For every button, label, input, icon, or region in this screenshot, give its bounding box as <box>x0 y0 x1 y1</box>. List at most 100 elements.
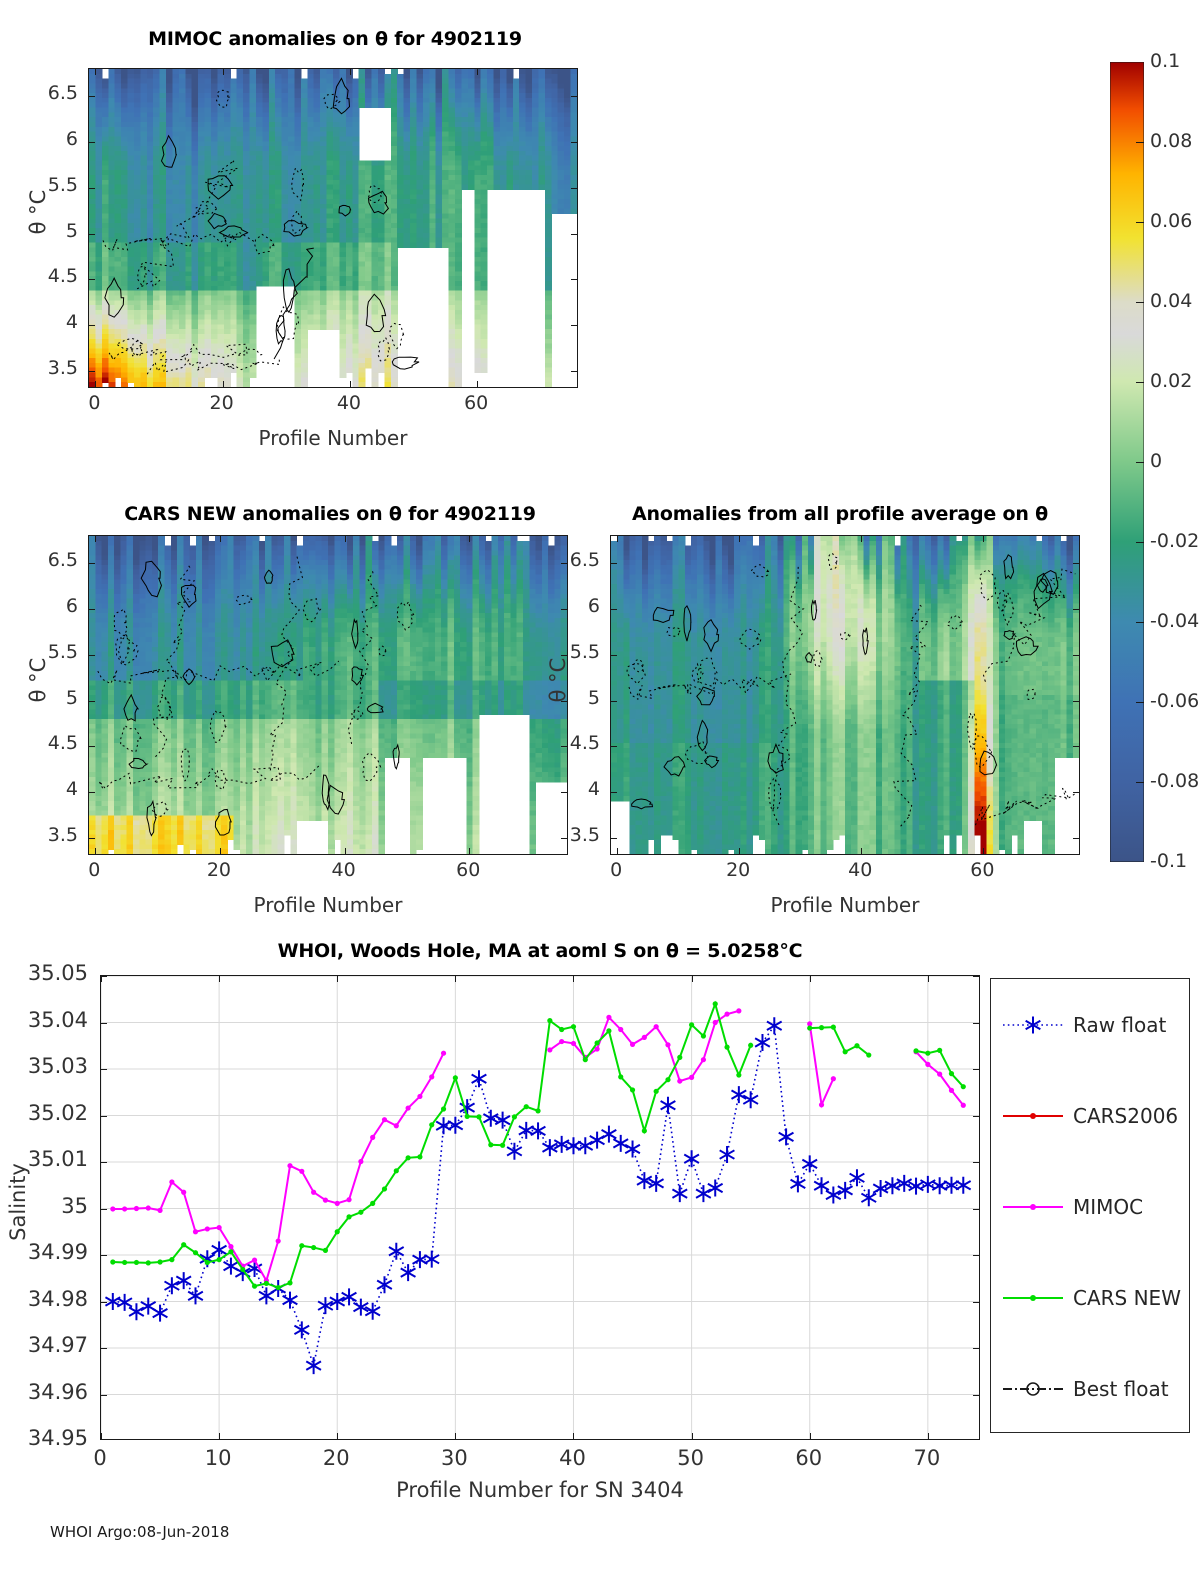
x-tick <box>861 848 863 854</box>
x-tick <box>691 1433 693 1439</box>
x-tick-top <box>455 976 457 982</box>
carsnew-ylabel: θ °C <box>0 658 78 703</box>
y-tick-label: 35.01 <box>27 1147 88 1171</box>
allprofavg-ylabel-text: θ °C <box>546 657 570 703</box>
x-tick-top <box>809 976 811 982</box>
y-tick-right <box>1073 563 1079 565</box>
y-tick-right <box>973 976 979 977</box>
legend-swatch <box>1003 1016 1063 1033</box>
colorbar-tick-label: 0 <box>1150 450 1163 472</box>
mimoc-y-axis: 3.5 4 4.5 5 5.5 6 6.5 <box>0 68 88 388</box>
allprofavg-x-axis: 0 20 40 60 <box>610 855 1080 895</box>
y-tick <box>101 1162 107 1163</box>
y-tick <box>101 1255 107 1256</box>
y-tick-label: 5.5 <box>569 640 600 663</box>
x-tick <box>477 381 479 387</box>
carsnew-heatmap-panel[interactable] <box>88 535 568 855</box>
allprofavg-heatmap-panel[interactable] <box>610 535 1080 855</box>
y-tick <box>611 654 617 656</box>
x-tick-label: 40 <box>331 859 356 881</box>
carsnew-y-axis: 3.5 4 4.5 5 5.5 6 6.5 <box>0 535 88 855</box>
legend-swatch <box>1003 1294 1063 1301</box>
mimoc-heatmap-panel[interactable] <box>88 68 578 388</box>
p-avg-contours <box>626 552 1078 827</box>
y-tick <box>89 837 95 839</box>
y-tick-right <box>571 325 577 326</box>
mimoc-ylabel-text: θ °C <box>26 189 50 235</box>
x-tick-top <box>101 976 102 982</box>
y-tick-label: 4.5 <box>47 732 78 755</box>
y-tick-label: 6 <box>65 128 78 151</box>
x-tick <box>809 1433 811 1439</box>
legend-label: MIMOC <box>1073 1194 1144 1219</box>
x-tick-top <box>337 976 339 982</box>
x-tick-label: 60 <box>795 1446 823 1470</box>
legend-item-cars-new[interactable]: CARS NEW <box>991 1276 1191 1320</box>
legend-swatch <box>1003 1381 1063 1396</box>
carsnew-xlabel: Profile Number <box>253 893 403 917</box>
x-tick <box>573 1433 575 1439</box>
legend-label: Raw float <box>1073 1012 1167 1037</box>
legend-item-mimoc[interactable]: MIMOC <box>991 1185 1191 1229</box>
y-tick <box>89 187 95 189</box>
x-tick-label: 50 <box>677 1446 704 1470</box>
colorbar-tick-label: 0.02 <box>1150 370 1193 392</box>
salinity-ylabel: Salinity <box>0 1163 78 1241</box>
x-tick <box>222 381 224 387</box>
p-mimoc-contours <box>102 77 420 375</box>
x-tick-label: 40 <box>336 392 361 414</box>
y-tick <box>611 609 617 611</box>
y-tick <box>101 1208 107 1210</box>
y-tick <box>89 370 95 372</box>
legend-item-cars2006[interactable]: CARS2006 <box>991 1094 1191 1138</box>
y-tick-label: 4.5 <box>569 732 600 755</box>
mimoc-panel-title: MIMOC anomalies on θ for 4902119 <box>148 28 522 50</box>
x-tick <box>101 1433 102 1439</box>
mimoc-ylabel: θ °C <box>0 190 78 235</box>
colorbar-ticklabels: 0.1 0.08 0.06 0.04 0.02 0 -0.02 -0.04 -0.06 -0.08… <box>1136 50 1200 872</box>
y-tick-right <box>571 96 577 98</box>
y-tick-right <box>571 279 577 281</box>
colorbar-tick <box>1136 381 1144 383</box>
y-tick-right <box>973 1301 979 1303</box>
salinity-chart-plot[interactable] <box>100 975 980 1440</box>
x-tick-label: 0 <box>93 1446 107 1470</box>
y-tick-right <box>1073 746 1079 748</box>
y-tick-label: 34.98 <box>27 1286 88 1311</box>
x-tick-label: 40 <box>848 859 873 881</box>
legend-label: Best float <box>1073 1376 1169 1401</box>
legend-item-raw-float[interactable]: Raw float <box>991 1003 1191 1047</box>
y-tick-right <box>561 837 567 839</box>
x-tick-label: 60 <box>456 859 481 881</box>
footer-text: WHOI Argo:08-Jun-2018 <box>50 1523 230 1541</box>
y-tick-right <box>973 1348 979 1349</box>
x-tick <box>95 381 97 387</box>
y-tick-right <box>571 142 577 144</box>
series-mimoc <box>110 1008 966 1284</box>
y-tick-right <box>571 187 577 189</box>
y-tick <box>611 746 617 748</box>
y-tick-right <box>973 1022 979 1024</box>
y-tick-right <box>1073 700 1079 702</box>
x-tick-top <box>219 536 221 542</box>
colorbar-tick-label: -0.08 <box>1150 770 1200 792</box>
x-tick-top <box>477 69 479 75</box>
x-tick <box>349 381 351 387</box>
y-tick <box>89 279 95 281</box>
y-tick <box>89 792 95 793</box>
y-tick-label: 5.5 <box>47 640 78 663</box>
allprofavg-y-axis: 3.5 4 4.5 5 5.5 6 6.5 <box>530 535 610 855</box>
y-tick <box>89 325 95 326</box>
allprofavg-ylabel: θ °C <box>518 658 598 703</box>
legend-item-best-float[interactable]: Best float <box>991 1367 1191 1411</box>
mimoc-xlabel: Profile Number <box>258 426 408 450</box>
y-tick <box>89 96 95 98</box>
colorbar-tick <box>1136 301 1144 303</box>
y-tick-right <box>1073 792 1079 793</box>
y-tick <box>101 976 107 977</box>
legend-swatch <box>1003 1112 1063 1119</box>
y-tick <box>611 792 617 793</box>
chart-legend[interactable]: Raw float CARS2006 MIMOC CARS NEW Best float <box>990 978 1190 1433</box>
y-tick-right <box>973 1069 979 1070</box>
y-tick <box>89 609 95 611</box>
